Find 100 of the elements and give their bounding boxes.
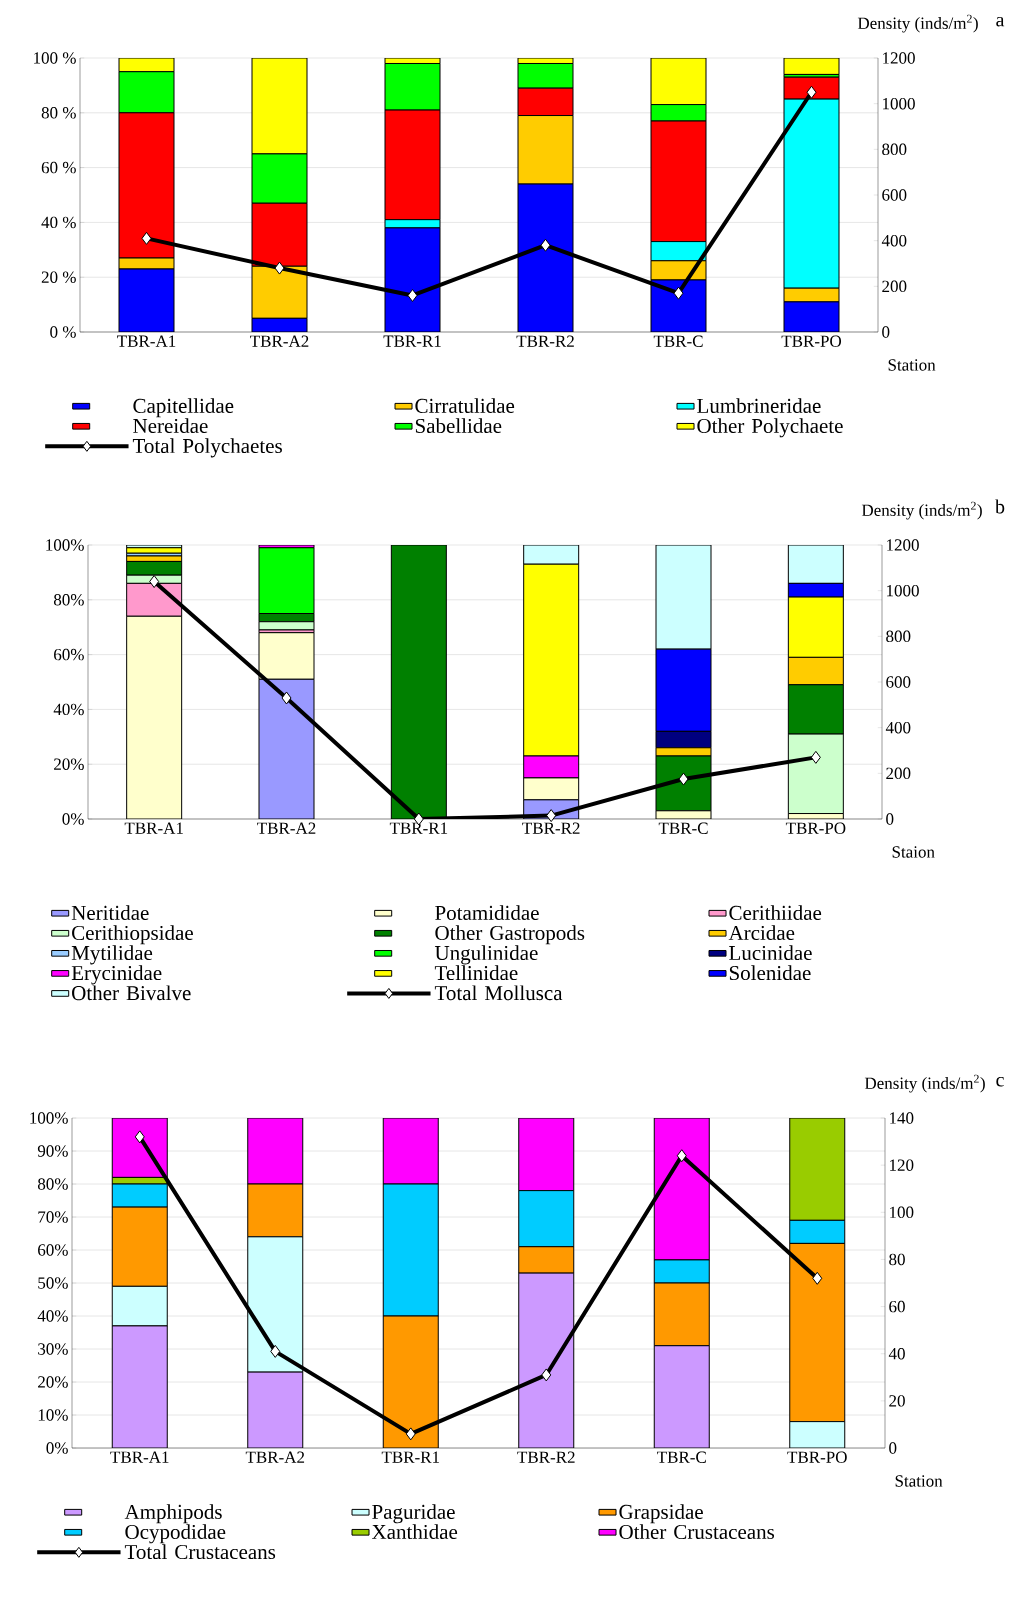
y-tick-label: 30% xyxy=(38,1343,68,1355)
bar xyxy=(653,1282,710,1347)
text: a xyxy=(996,16,1005,27)
y2-tick-label: 0 xyxy=(886,813,894,825)
legend-label: Ungulinidae xyxy=(434,945,538,965)
y-tick-label: 20% xyxy=(54,758,84,770)
legend-label: Solenidae xyxy=(729,965,811,981)
legend-label: Total Polychaetes xyxy=(132,438,282,458)
bar xyxy=(247,1236,304,1373)
legend-label: Arcidae xyxy=(728,925,795,941)
x-tick-label: TBR-PO xyxy=(781,335,842,347)
bar xyxy=(251,58,308,155)
bar xyxy=(247,1371,304,1449)
x-tick-label: TBR-R2 xyxy=(517,1451,575,1463)
bar xyxy=(653,1345,710,1449)
x-tick-label: TBR-A2 xyxy=(245,1451,305,1463)
y-tick-label: 100% xyxy=(30,1112,68,1124)
bar xyxy=(111,1206,168,1287)
legend-label: Tellinidae xyxy=(434,965,518,981)
y2-tick-label: 800 xyxy=(882,143,907,156)
legend-label: Neritidae xyxy=(71,905,149,920)
point xyxy=(270,1344,281,1358)
x-tick-label: TBR-R2 xyxy=(522,822,580,834)
y-tick-label: 0% xyxy=(46,1442,68,1454)
bar xyxy=(258,632,315,680)
y2-tick-label: 100 xyxy=(890,1206,914,1219)
x-axis-title: Staion xyxy=(892,846,935,858)
x-tick-label: TBR-PO xyxy=(787,1451,847,1463)
legend-label: Cerithiopsidae xyxy=(72,925,193,945)
y2-tick-label: 600 xyxy=(882,189,907,201)
x-tick-label: TBR-R1 xyxy=(381,1451,440,1463)
legend-label: Lucinidae xyxy=(729,945,812,961)
x-tick-label: TBR-R2 xyxy=(516,335,574,347)
legend-label: Paguridae xyxy=(372,1504,455,1524)
bar xyxy=(518,1246,575,1274)
x-tick-label: TBR-R1 xyxy=(389,822,448,834)
bar xyxy=(523,777,580,801)
point xyxy=(141,231,152,245)
legend-label: Erycinidae xyxy=(71,965,162,985)
y-tick-label: 90% xyxy=(37,1145,68,1157)
point xyxy=(678,772,689,786)
x-tick-label: TBR-A2 xyxy=(250,335,309,347)
x-tick-label: TBR-R1 xyxy=(383,335,441,347)
y2-tick-label: 200 xyxy=(886,767,911,780)
y2-tick-label: 80 xyxy=(889,1253,905,1266)
point xyxy=(810,750,821,764)
point xyxy=(806,85,817,99)
legend-label: Total Crustaceans xyxy=(124,1544,276,1560)
point xyxy=(405,1427,416,1441)
x-tick-label: TBR-PO xyxy=(785,822,846,834)
x-axis-title: Station xyxy=(895,1475,943,1487)
legend-label: Other Gastropods xyxy=(435,925,585,945)
bar xyxy=(653,1118,710,1261)
legend-label: Potamididae xyxy=(435,905,539,920)
y-tick-label: 60% xyxy=(38,1244,68,1256)
y2-tick-label: 0 xyxy=(889,1442,897,1454)
bar xyxy=(518,1118,575,1192)
y2-tick-label: 60 xyxy=(889,1300,905,1313)
bar xyxy=(523,755,580,779)
bar xyxy=(247,1118,304,1185)
y-tick-label: 60% xyxy=(54,648,84,661)
point xyxy=(134,1130,145,1144)
text: c xyxy=(996,1076,1004,1087)
y2-tick-label: 600 xyxy=(886,676,911,688)
legend-label: Grapsidae xyxy=(619,1504,703,1524)
legend-label: Cerithiidae xyxy=(729,905,822,920)
point xyxy=(407,288,418,302)
bar xyxy=(384,227,441,333)
x-tick-label: TBR-C xyxy=(653,335,703,347)
y2-axis-title: Density (inds/m$^{2}$) xyxy=(857,14,978,33)
point xyxy=(541,1368,552,1382)
point xyxy=(274,261,285,275)
x-axis-title: Station xyxy=(888,359,936,371)
bar xyxy=(258,678,315,820)
y2-tick-label: 140 xyxy=(890,1112,914,1124)
bar xyxy=(650,279,707,333)
y2-tick-label: 800 xyxy=(886,630,911,643)
point xyxy=(673,286,684,300)
bar xyxy=(518,1272,575,1449)
y2-axis-title: Density (inds/m$^{2}$) xyxy=(861,501,982,520)
y-tick-label: 20% xyxy=(38,1376,68,1388)
legend-label: Sabellidae xyxy=(415,418,502,434)
bar xyxy=(382,1118,439,1185)
y-tick-label: 60 % xyxy=(41,161,76,174)
y2-axis-title: Density (inds/m$^{2}$) xyxy=(864,1074,985,1093)
x-tick-label: TBR-A1 xyxy=(124,822,183,834)
bar xyxy=(247,1183,304,1238)
bar xyxy=(111,1285,168,1327)
bar xyxy=(789,1242,846,1423)
legend-label: Ocypodidae xyxy=(125,1524,226,1544)
y-tick-label: 10% xyxy=(38,1409,68,1421)
bar xyxy=(783,301,840,333)
legend-label: Cirratulidae xyxy=(415,398,515,413)
y2-tick-label: 400 xyxy=(885,721,911,734)
y2-tick-label: 200 xyxy=(882,280,907,293)
legend-label: Lumbrineridae xyxy=(697,398,821,413)
point xyxy=(676,1149,687,1163)
point xyxy=(812,1271,823,1285)
y2-tick-label: 1200 xyxy=(887,539,919,551)
legend-label: Total Mollusca xyxy=(434,985,563,1001)
